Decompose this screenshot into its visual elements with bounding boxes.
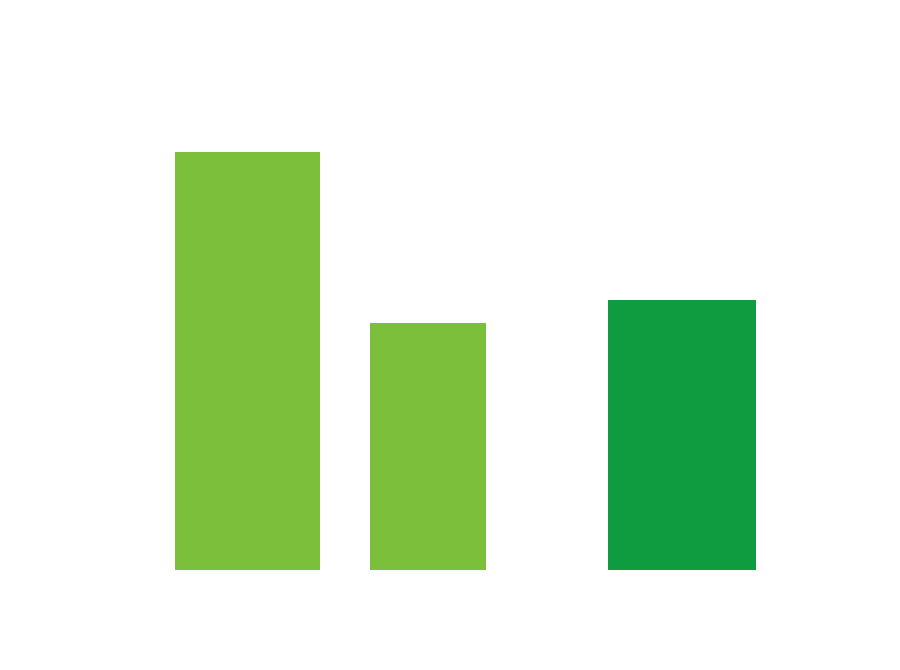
bar-1	[175, 152, 320, 570]
bar-chart	[0, 0, 900, 670]
bar-2	[370, 323, 486, 570]
bar-3	[608, 300, 756, 570]
